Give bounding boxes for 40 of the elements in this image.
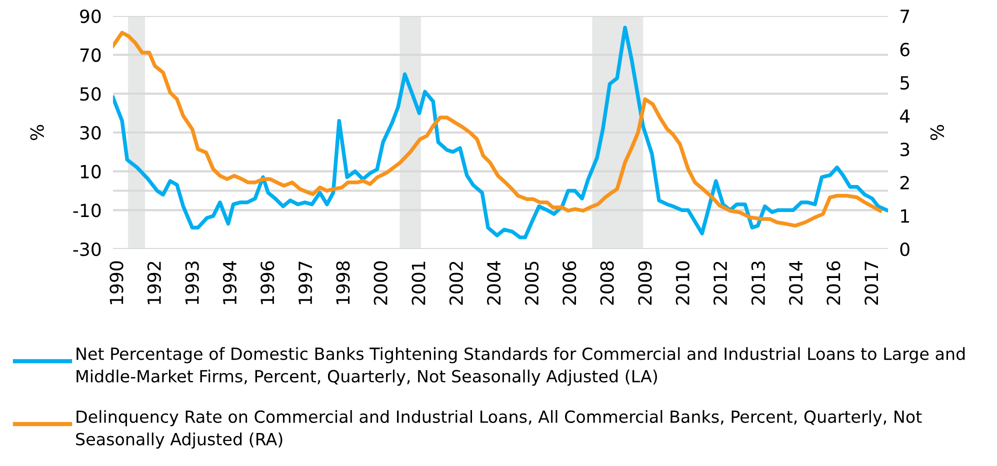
y2-tick-label: 4 (900, 110, 910, 123)
x-tick-label: 2004 (486, 261, 501, 305)
y-tick-label: 10 (80, 164, 101, 178)
x-tick-label: 1998 (336, 261, 350, 304)
x-tick-label: 2017 (864, 262, 878, 305)
x-tick-label: 2012 (713, 262, 728, 305)
y-tick-label: -30 (73, 242, 101, 256)
y2-tick-label: 5 (900, 76, 910, 90)
y2-tick-label: 6 (900, 42, 910, 56)
y-tick-label: 90 (80, 9, 101, 24)
y2-tick-label: 3 (900, 142, 910, 156)
y2-tick-label: 2 (900, 176, 909, 190)
x-tick-label: 2008 (600, 261, 614, 305)
x-tick-label: 2013 (751, 262, 766, 305)
x-tick-label: 2010 (676, 261, 690, 305)
legend-label: Net Percentage of Domestic Banks Tightening Standards for Commercial and Industrial Loans to Large and Middle-Market Firms, Percent, Quarterly, Not Seasonally Adjusted (LA) (76, 347, 965, 386)
x-tick-label: 1994 (222, 261, 237, 304)
x-tick-label: 2006 (562, 261, 576, 305)
x-tick-label: 2001 (412, 262, 426, 305)
y-tick-label: -10 (73, 204, 101, 218)
y2-tick-label: 0 (900, 242, 910, 256)
x-tick-label: 2016 (826, 261, 840, 305)
x-tick-label: 2005 (524, 262, 539, 305)
y2-axis-title: % (930, 124, 944, 140)
x-tick-label: 2014 (789, 261, 803, 305)
y2-tick-label: 1 (901, 209, 909, 223)
x-tick-label: 1996 (260, 261, 274, 304)
x-tick-label: 1990 (110, 261, 124, 304)
y-tick-label: 70 (80, 48, 101, 62)
y2-tick-label: 7 (900, 10, 910, 23)
x-tick-label: 2000 (374, 261, 388, 305)
x-tick-label: 2002 (449, 262, 463, 305)
x-tick-label: 1997 (298, 262, 312, 304)
legend-label: Delinquency Rate on Commercial and Industrial Loans, All Commercial Banks, Percent, Quarterly, Not Seasonally Adjusted (RA) (76, 410, 922, 449)
y-tick-label: 30 (80, 126, 101, 140)
x-tick-label: 1992 (147, 262, 161, 304)
x-tick-label: 1993 (185, 262, 199, 304)
x-tick-label: 2009 (638, 261, 652, 305)
y-tick-label: 50 (80, 87, 101, 101)
y-axis-title: % (30, 124, 44, 140)
